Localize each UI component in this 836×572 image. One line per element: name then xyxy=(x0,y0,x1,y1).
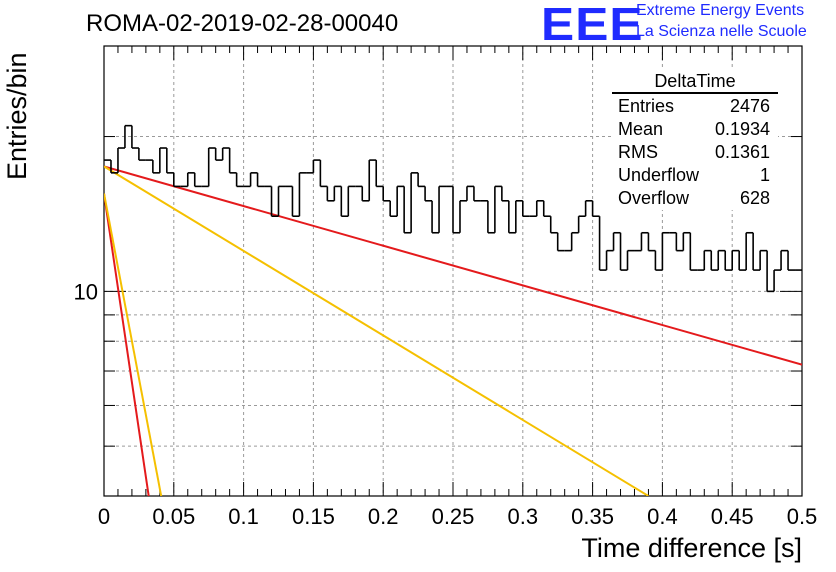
fit-line-yellow xyxy=(104,165,649,496)
stats-row-mean: Mean 0.1934 xyxy=(612,118,778,141)
histogram xyxy=(104,124,802,293)
x-tick-label: 0.05 xyxy=(152,504,195,529)
stats-row-overflow: Overflow 628 xyxy=(612,187,778,210)
stats-label: Overflow xyxy=(618,188,690,208)
x-tick-label: 0 xyxy=(98,504,110,529)
stats-box-title: DeltaTime xyxy=(612,70,778,94)
logo-subtitle-line1: Extreme Energy Events xyxy=(636,2,805,19)
stats-value: 628 xyxy=(739,188,770,208)
y-axis-label: Entries/bin xyxy=(2,52,32,180)
x-tick-label: 0.4 xyxy=(647,504,678,529)
stats-row-rms: RMS 0.1361 xyxy=(612,141,778,164)
fit-line-red xyxy=(104,193,150,496)
stats-row-entries: Entries 2476 xyxy=(612,95,778,118)
chart-title: ROMA-02-2019-02-28-00040 xyxy=(86,10,399,37)
x-tick-label: 0.25 xyxy=(432,504,475,529)
x-tick-label: 0.45 xyxy=(711,504,754,529)
stats-label: Mean xyxy=(618,119,664,139)
x-tick-label: 0.15 xyxy=(292,504,335,529)
stats-box: DeltaTime Entries 2476 Mean 0.1934 RMS 0.13… xyxy=(612,70,778,210)
x-tick-label: 0.3 xyxy=(508,504,539,529)
stats-value: 2476 xyxy=(729,96,770,116)
y-ticks xyxy=(104,136,802,447)
x-ticks xyxy=(103,46,803,496)
x-tick-label: 0.35 xyxy=(571,504,614,529)
eee-logo: EEE xyxy=(541,0,644,50)
stats-value: 0.1934 xyxy=(714,119,770,139)
x-axis-label: Time difference [s] xyxy=(581,533,802,563)
fit-line-red xyxy=(104,165,802,366)
x-tick-label: 0.2 xyxy=(368,504,399,529)
stats-label: RMS xyxy=(618,142,658,162)
grid xyxy=(104,46,802,496)
stats-value: 1 xyxy=(759,165,770,185)
stats-label: Underflow xyxy=(618,165,700,185)
stats-label: Entries xyxy=(618,96,675,116)
logo-subtitle-line2: La Scienza nelle Scuole xyxy=(636,23,807,40)
stats-row-underflow: Underflow 1 xyxy=(612,164,778,187)
stats-value: 0.1361 xyxy=(714,142,770,162)
x-tick-label: 0.1 xyxy=(228,504,259,529)
fit-line-yellow xyxy=(104,193,163,496)
plot-area xyxy=(104,124,802,496)
x-tick-label: 0.5 xyxy=(787,504,818,529)
y-tick-label: 10 xyxy=(74,279,98,304)
